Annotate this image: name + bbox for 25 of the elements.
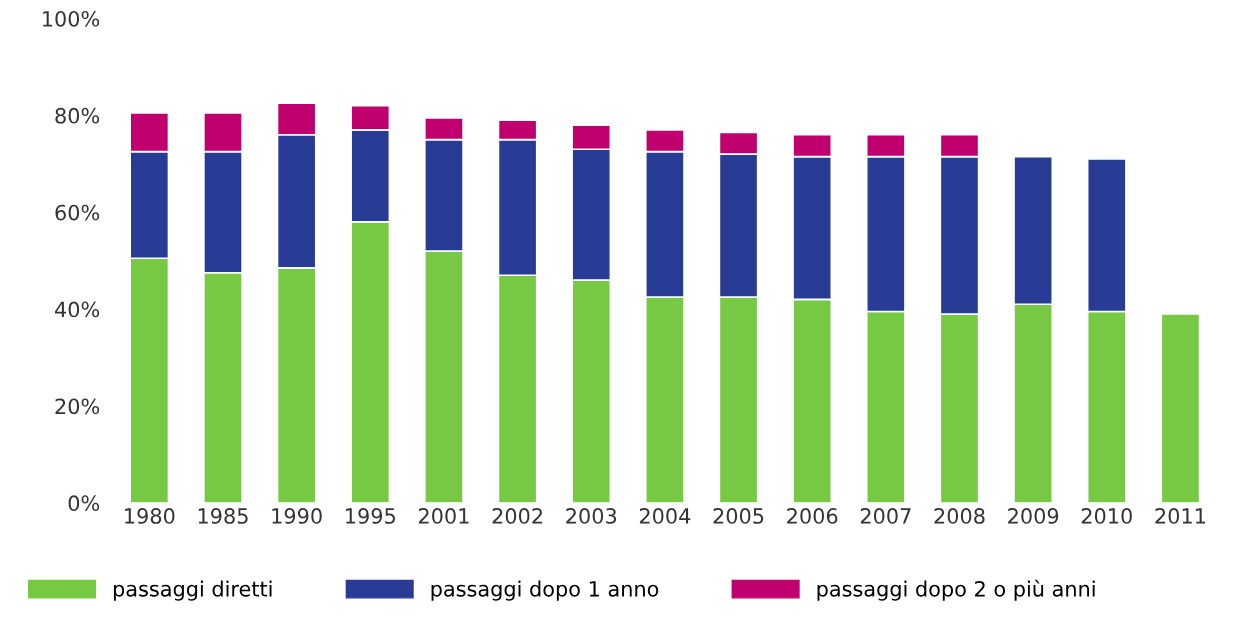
x-tick-label: 1995 (346, 508, 395, 524)
x-tick-label: 2001 (418, 508, 469, 524)
x-tick-label: 2011 (1155, 508, 1206, 524)
x-tick-label: 2004 (639, 508, 691, 524)
x-tick-label: 2003 (566, 508, 617, 524)
x-tick-label: 2007 (860, 508, 911, 524)
y-tick-label: 20% (55, 398, 100, 415)
x-tick-label: 1990 (272, 508, 322, 524)
y-tick-label: 60% (55, 204, 100, 221)
legend-label: passaggi dopo 1 anno (431, 580, 659, 601)
x-tick-label: 1985 (198, 508, 248, 524)
x-tick-label: 2006 (787, 508, 838, 524)
legend-label: passaggi diretti (113, 580, 272, 601)
x-tick-label: 2009 (1008, 508, 1059, 524)
y-tick-label: 100% (43, 10, 100, 27)
legend-label: passaggi dopo 2 o più anni (817, 579, 1095, 601)
bar (1160, 313, 1201, 503)
y-tick-label: 80% (55, 107, 100, 124)
y-tick-label: 40% (55, 301, 100, 318)
x-tick-label: 2010 (1081, 508, 1132, 524)
y-tick-label: 0% (68, 495, 100, 512)
x-tick-label: 1980 (125, 508, 175, 524)
x-tick-label: 2002 (492, 508, 543, 524)
x-tick-label: 2005 (713, 508, 764, 524)
x-tick-label: 2008 (934, 508, 985, 524)
